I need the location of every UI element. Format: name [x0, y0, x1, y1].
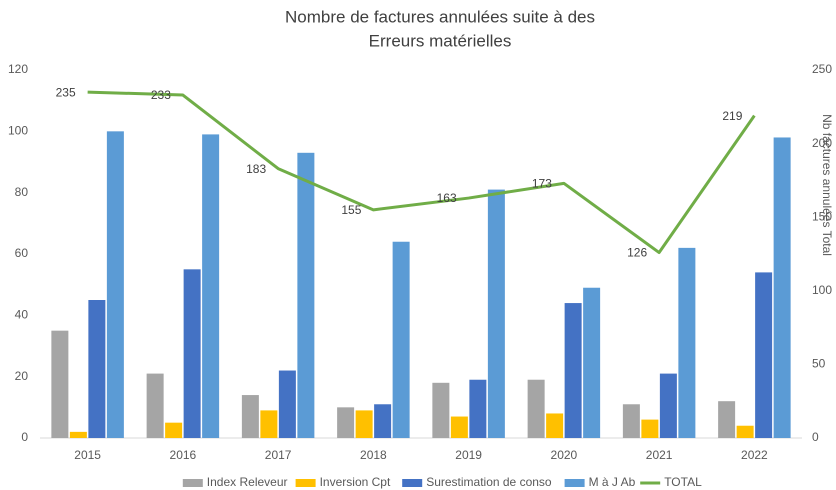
line-series [87, 90, 756, 255]
bar [450, 416, 468, 438]
x-tick-label: 2020 [551, 448, 578, 462]
x-tick-label: 2016 [170, 448, 197, 462]
bar [432, 382, 450, 438]
legend-label: TOTAL [664, 475, 702, 489]
bar [106, 131, 124, 439]
bar [736, 425, 754, 438]
bar [641, 419, 659, 438]
legend-swatch [295, 479, 316, 487]
bar [392, 241, 410, 438]
bar [564, 303, 582, 438]
y2-tick-label: 150 [812, 209, 832, 223]
y2-tick-label: 50 [812, 357, 826, 371]
chart-title: Erreurs matérielles [369, 31, 512, 50]
data-label: 183 [246, 162, 266, 176]
chart-title: Nombre de factures annulées suite à des [285, 7, 595, 26]
bar [297, 152, 315, 439]
bar [546, 413, 564, 438]
legend-label: Inversion Cpt [320, 475, 391, 489]
y-tick-label: 40 [15, 308, 29, 322]
y2-tick-label: 100 [812, 283, 832, 297]
y2-axis-label: Nb factures annulées Total [820, 114, 834, 256]
data-label: 235 [56, 85, 76, 99]
bar [183, 269, 201, 438]
data-label: 126 [627, 246, 647, 260]
bar [469, 379, 487, 438]
bar [622, 404, 640, 438]
y-tick-label: 80 [15, 185, 29, 199]
y2-tick-label: 200 [812, 136, 832, 150]
x-tick-label: 2022 [741, 448, 768, 462]
x-tick-label: 2021 [646, 448, 673, 462]
bar [165, 422, 183, 438]
legend-label: M à J Ab [589, 475, 636, 489]
y-tick-label: 60 [15, 246, 29, 260]
x-tick-label: 2017 [265, 448, 292, 462]
y-tick-label: 100 [8, 124, 28, 138]
bar [755, 272, 773, 438]
legend-label: Index Releveur [207, 475, 288, 489]
bar [659, 373, 677, 438]
bar [718, 401, 736, 438]
legend-swatch [402, 479, 423, 487]
y-tick-label: 0 [21, 430, 28, 444]
bar [527, 379, 545, 438]
bar [146, 373, 164, 438]
data-label: 219 [722, 109, 742, 123]
bar [374, 404, 392, 438]
bar [51, 330, 69, 438]
y2-tick-label: 0 [812, 430, 819, 444]
data-label: 163 [437, 191, 457, 205]
bar [337, 407, 355, 438]
bar [88, 300, 106, 438]
bar [583, 287, 601, 438]
data-label: 155 [341, 203, 361, 217]
y-tick-label: 20 [15, 369, 29, 383]
x-tick-label: 2018 [360, 448, 387, 462]
data-label: 233 [151, 88, 171, 102]
bar [260, 410, 278, 438]
x-tick-label: 2019 [455, 448, 482, 462]
legend-swatch [182, 479, 203, 487]
bar [69, 431, 87, 438]
bar [487, 189, 505, 438]
bar [773, 137, 791, 438]
y-tick-label: 120 [8, 62, 28, 76]
bar [202, 134, 220, 438]
bar [278, 370, 296, 438]
bar [355, 410, 373, 438]
bar [678, 247, 696, 438]
y2-tick-label: 250 [812, 62, 832, 76]
legend-swatch [564, 479, 585, 487]
data-label: 173 [532, 177, 552, 191]
x-tick-label: 2015 [74, 448, 101, 462]
legend-label: Surestimation de conso [426, 475, 552, 489]
bar [241, 395, 259, 438]
